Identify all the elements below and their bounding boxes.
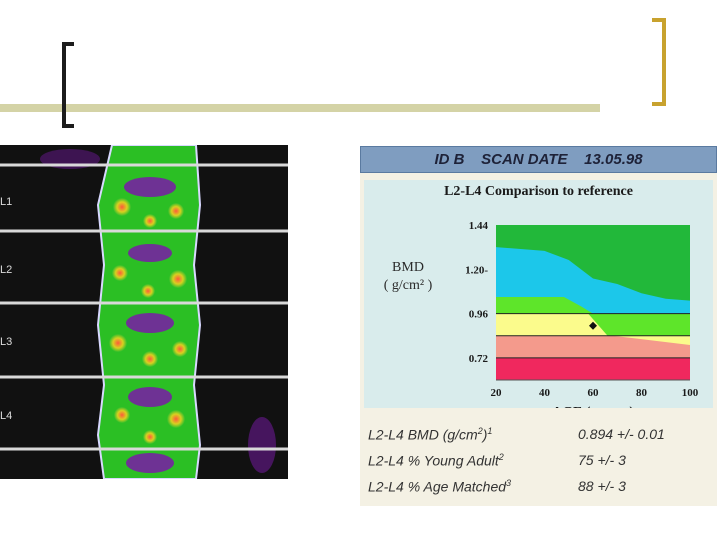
bmd-chart: 0.72 0.96 1.20- 1.44 20 40 60 80 100 AGE ( years … (465, 220, 699, 408)
y-tick-label-0: 0.72 (469, 353, 489, 365)
vertebra-label-l1: L1 (0, 196, 12, 208)
result-row-young-adult: L2-L4 % Young Adult2 75 +/- 3 (368, 452, 713, 474)
chart-title: L2-L4 Comparison to reference (444, 184, 633, 199)
y-tick-label-1: 0.96 (469, 309, 489, 321)
chart-panel: L2-L4 Comparison to reference BMD ( g/cm… (364, 180, 713, 408)
result-value-age-matched: 88 +/- 3 (578, 478, 626, 494)
left-bracket-decoration (62, 42, 74, 128)
results-table: L2-L4 BMD (g/cm2)1 0.894 +/- 0.01 L2-L4 … (360, 422, 717, 506)
x-axis-title: AGE ( years ) (552, 405, 634, 408)
y-tick-label-3: 1.44 (469, 220, 489, 232)
x-tick-label-4: 100 (682, 387, 699, 399)
y-tick-label-2: 1.20- (465, 264, 488, 276)
x-tick-label-0: 20 (491, 387, 503, 399)
x-tick-label-3: 80 (636, 387, 648, 399)
x-tick-label-2: 60 (588, 387, 600, 399)
vertebra-label-l4: L4 (0, 410, 12, 422)
result-value-young-adult: 75 +/- 3 (578, 452, 626, 468)
result-label-bmd: L2-L4 BMD (g/cm2)1 (368, 426, 493, 443)
x-tick-label-1: 40 (539, 387, 551, 399)
result-row-bmd: L2-L4 BMD (g/cm2)1 0.894 +/- 0.01 (368, 426, 713, 448)
vertebra-label-l2: L2 (0, 264, 12, 276)
result-value-bmd: 0.894 +/- 0.01 (578, 426, 665, 442)
result-label-age-matched: L2-L4 % Age Matched3 (368, 478, 512, 495)
vertebra-label-l3: L3 (0, 336, 12, 348)
result-label-young-adult: L2-L4 % Young Adult2 (368, 452, 504, 469)
title-rule (0, 104, 600, 112)
densitometry-report: ID B SCAN DATE 13.05.98 L2-L4 Comparison… (360, 146, 717, 506)
spine-scan-image: L1 L2 L3 L4 (0, 145, 288, 479)
right-bracket-decoration (652, 18, 666, 106)
result-row-age-matched: L2-L4 % Age Matched3 88 +/- 3 (368, 478, 713, 500)
y-axis-unit: ( g/cm² ) (383, 278, 433, 293)
patient-point-marker (589, 321, 597, 330)
band-pink (496, 357, 690, 380)
report-header: ID B SCAN DATE 13.05.98 (360, 146, 717, 173)
y-axis-label: BMD (392, 260, 424, 275)
